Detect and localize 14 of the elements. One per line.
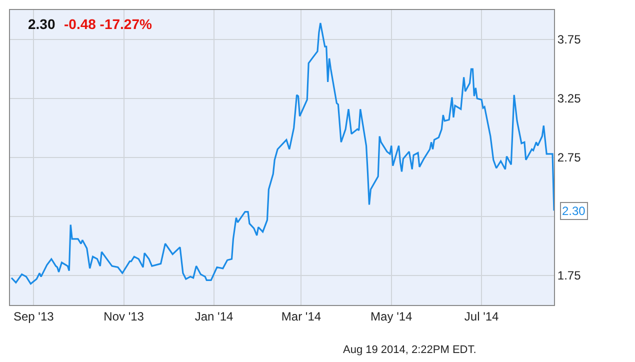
- chart-subtitle: -0.48 -17.27%: [64, 16, 152, 32]
- x-tick-label: Nov '13: [104, 309, 144, 324]
- x-tick-label: May '14: [370, 309, 413, 324]
- x-tick-label: Sep '13: [13, 309, 54, 324]
- y-tick-label: 1.75: [557, 268, 582, 283]
- chart-title: 2.30: [28, 16, 56, 32]
- y-tick-label: 2.75: [557, 150, 582, 165]
- x-tick-label: Jul '14: [464, 309, 500, 324]
- x-tick-label: Mar '14: [281, 309, 322, 324]
- annotation: 2.30: [562, 204, 586, 218]
- y-tick-label: 3.75: [557, 32, 582, 47]
- text: Aug 19 2014, 2:22PM EDT.: [343, 344, 476, 356]
- x-tick-label: Jan '14: [194, 309, 234, 324]
- y-tick-label: 3.25: [557, 92, 582, 106]
